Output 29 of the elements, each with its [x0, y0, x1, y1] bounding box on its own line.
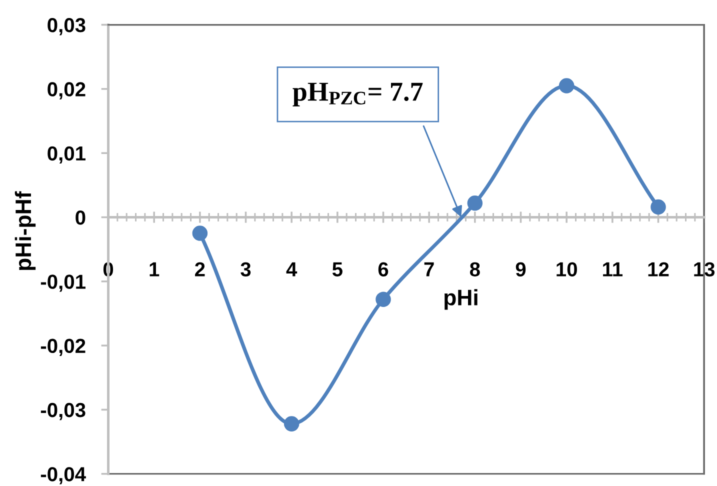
y-tick-label: -0,03 [40, 402, 86, 420]
x-tick-label: 4 [286, 262, 298, 276]
x-tick-label: 7 [424, 262, 434, 276]
x-tick-label: 10 [556, 262, 577, 276]
point [650, 199, 666, 215]
x-tick-label: 1 [150, 262, 160, 276]
y-tick-label: -0,01 [40, 274, 86, 292]
x-tick-label: 5 [332, 262, 342, 276]
x-axis-title: pHi [444, 289, 478, 310]
y-tick-label: 0 [76, 210, 86, 225]
point [376, 292, 391, 307]
x-tick-label: 6 [378, 262, 388, 276]
y-tick-label: -0,04 [40, 467, 86, 484]
point [558, 78, 574, 94]
y-axis-title: pHi-pHf [14, 191, 36, 270]
x-tick-label: 2 [195, 262, 205, 276]
y-tick-label: 0,03 [48, 18, 86, 36]
point [284, 416, 300, 432]
x-tick-label: 9 [516, 262, 526, 276]
annotation: pH$_{PZC}$= 7.7 [292, 82, 423, 106]
point [192, 226, 208, 241]
point [467, 195, 483, 211]
x-tick-label: 12 [648, 262, 669, 276]
y-tick-label: 0,02 [48, 82, 86, 100]
y-tick-label: -0,02 [40, 338, 86, 356]
x-tick-label: 11 [603, 262, 623, 276]
x-tick-label: 8 [470, 262, 480, 276]
y-tick-label: 0,01 [48, 146, 86, 164]
x-tick-label: 3 [240, 262, 251, 277]
